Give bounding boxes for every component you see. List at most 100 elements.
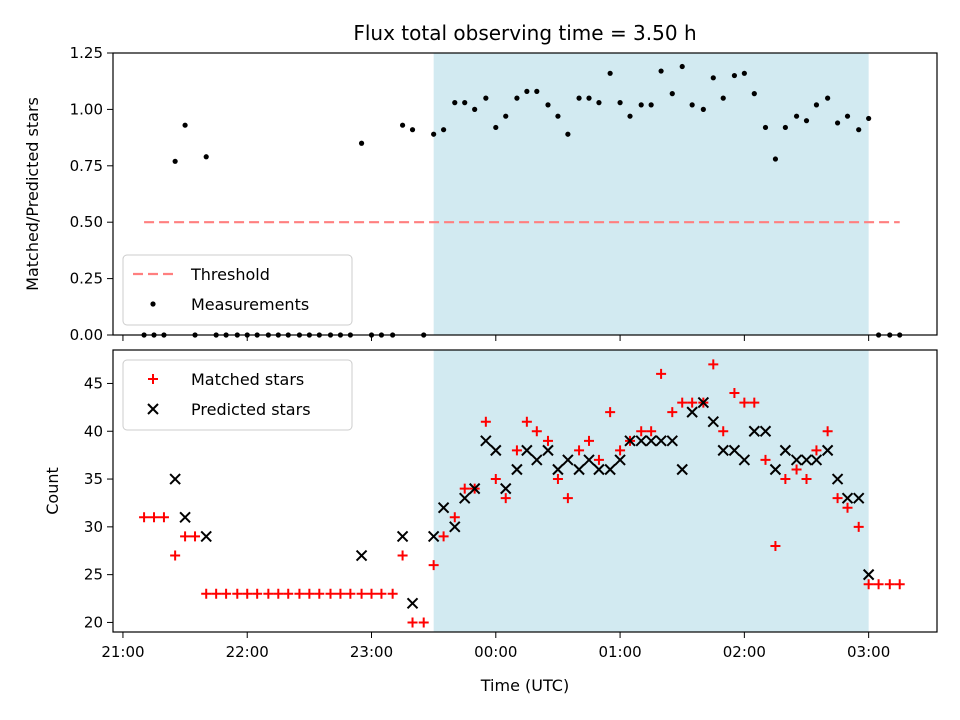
data-point (844, 113, 851, 119)
data-point (399, 122, 406, 128)
data-point (358, 140, 365, 146)
data-point (397, 550, 408, 561)
data-point (521, 416, 532, 427)
data-point (604, 463, 616, 476)
data-point (511, 463, 523, 476)
data-point (779, 444, 792, 457)
data-point (355, 549, 368, 562)
data-point (562, 493, 573, 504)
data-point (387, 588, 398, 599)
data-point (689, 102, 695, 108)
data-point (832, 493, 843, 504)
data-point (762, 124, 769, 131)
data-point (396, 530, 409, 543)
data-point (614, 454, 626, 466)
series-predicted-stars (169, 396, 875, 610)
y-axis-label: Count (43, 467, 62, 515)
data-point (427, 530, 440, 543)
data-point (459, 492, 471, 504)
y-tick-label: 25 (84, 566, 103, 584)
data-point (791, 464, 802, 475)
data-point (863, 579, 874, 590)
y-tick-label: 1.00 (70, 100, 103, 118)
legend-box (122, 359, 353, 431)
data-point (584, 435, 595, 446)
data-point (769, 463, 782, 476)
data-point (325, 588, 336, 599)
data-point (169, 473, 181, 485)
data-point (636, 426, 647, 437)
data-point (211, 588, 222, 599)
y-tick-label: 20 (84, 613, 103, 631)
data-point (873, 579, 884, 590)
data-point (459, 483, 470, 494)
data-point (428, 560, 439, 571)
data-point (718, 426, 729, 437)
data-point (803, 118, 810, 124)
data-point (493, 124, 499, 131)
data-point (834, 120, 841, 126)
data-point (862, 568, 875, 581)
data-point (741, 70, 747, 76)
data-point (480, 416, 491, 427)
data-point (655, 435, 667, 447)
data-point (676, 463, 688, 476)
data-point (345, 588, 356, 599)
data-point (511, 445, 522, 456)
data-point (190, 531, 201, 542)
plot-frame (112, 52, 938, 336)
x-tick-label: 21:00 (101, 643, 144, 661)
data-point (201, 588, 212, 599)
data-point (203, 154, 209, 160)
data-point (717, 444, 729, 457)
legend: Threshold Measurements (122, 254, 353, 326)
data-point (831, 473, 844, 485)
data-point (438, 531, 449, 542)
legend-label: Predicted stars (191, 400, 311, 419)
data-point (749, 397, 760, 408)
data-point (813, 102, 820, 108)
data-point (490, 444, 502, 457)
data-point (841, 492, 854, 504)
observing-window-shade (433, 350, 869, 632)
data-point (503, 113, 509, 119)
data-point (593, 463, 605, 476)
data-point (656, 368, 667, 379)
x-axis-label: Time (UTC) (480, 676, 569, 695)
data-point (759, 425, 772, 437)
data-point (825, 95, 831, 101)
legend-box (122, 254, 353, 326)
data-point (624, 435, 636, 447)
data-point (221, 588, 232, 599)
data-point (720, 95, 726, 101)
data-point (273, 588, 284, 599)
data-point (180, 531, 191, 542)
data-point (780, 474, 791, 485)
x-tick-label: 23:00 (350, 643, 393, 661)
data-point (179, 511, 191, 523)
data-point (170, 550, 181, 561)
data-point (263, 588, 274, 599)
data-point (635, 435, 647, 447)
data-point (586, 95, 592, 101)
data-point (748, 425, 761, 437)
data-point (576, 95, 582, 101)
data-point (437, 502, 450, 514)
y-tick-label: 0.50 (70, 213, 103, 231)
data-point (658, 68, 664, 74)
data-point (294, 588, 305, 599)
data-point (500, 493, 511, 504)
data-point (686, 406, 698, 418)
data-point (646, 426, 657, 437)
data-point (822, 426, 833, 437)
data-point (480, 435, 492, 447)
data-point (158, 512, 169, 523)
data-point (821, 444, 834, 457)
legend: Matched stars Predicted stars (122, 359, 353, 431)
legend-label: Threshold (190, 265, 270, 284)
data-point (866, 115, 872, 122)
data-point (648, 102, 654, 108)
y-tick-label: 35 (84, 470, 103, 488)
data-point (490, 474, 501, 485)
